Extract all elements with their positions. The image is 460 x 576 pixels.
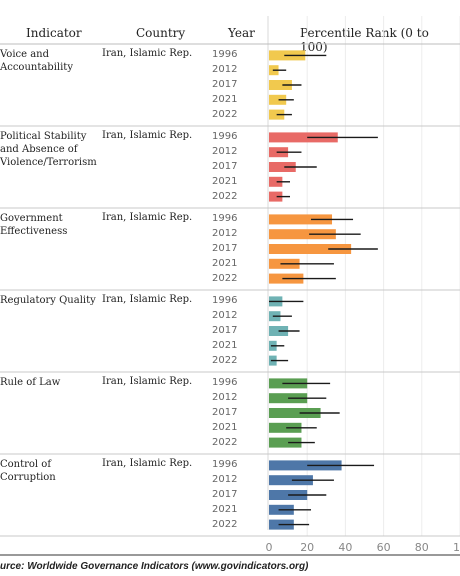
year-label: 2021 xyxy=(212,339,238,351)
year-label: 2022 xyxy=(212,518,238,530)
rank-bar xyxy=(269,176,283,187)
rank-bar xyxy=(269,408,321,418)
indicator-label: Control of Corruption xyxy=(0,459,56,483)
year-label: 2017 xyxy=(212,243,238,254)
country-label: Iran, Islamic Rep. xyxy=(102,48,193,59)
source-note: urce: Worldwide Governance Indicators (w… xyxy=(0,561,309,572)
indicator-label: Government Effectiveness xyxy=(0,213,68,237)
country-label: Iran, Islamic Rep. xyxy=(102,212,193,223)
x-tick-label: 60 xyxy=(377,541,391,554)
year-label: 2021 xyxy=(212,257,238,269)
year-label: 1996 xyxy=(212,459,238,471)
year-label: 1996 xyxy=(212,131,238,143)
rank-bar xyxy=(269,80,292,90)
rank-bar xyxy=(269,475,313,486)
year-label: 2017 xyxy=(212,79,238,90)
country-label: Iran, Islamic Rep. xyxy=(102,130,193,141)
rank-bar xyxy=(269,94,287,105)
year-label: 2021 xyxy=(212,503,238,515)
x-tick-label: 80 xyxy=(415,541,429,554)
year-label: 2022 xyxy=(212,354,238,366)
year-label: 2012 xyxy=(212,392,238,404)
country-label: Iran, Islamic Rep. xyxy=(102,294,193,305)
x-tick-label: 20 xyxy=(300,541,314,554)
year-label: 2017 xyxy=(212,489,238,500)
indicator-column-header: Indicator xyxy=(26,26,82,40)
rank-bar xyxy=(269,229,336,240)
country-label: Iran, Islamic Rep. xyxy=(102,458,193,469)
year-label: 2021 xyxy=(212,421,238,433)
rank-bar xyxy=(269,460,342,471)
country-column-header: Country xyxy=(136,26,186,40)
year-label: 1996 xyxy=(212,295,238,307)
x-tick-label: 10 xyxy=(453,541,460,554)
rank-bar xyxy=(269,214,333,225)
x-tick-label: 40 xyxy=(338,541,352,554)
year-label: 2012 xyxy=(212,310,238,322)
indicator-label: Rule of Law xyxy=(0,377,61,388)
country-label: Iran, Islamic Rep. xyxy=(102,376,193,387)
year-label: 1996 xyxy=(212,213,238,225)
rank-bar xyxy=(269,162,296,172)
year-label: 2012 xyxy=(212,64,238,76)
year-label: 2021 xyxy=(212,175,238,187)
rank-bar xyxy=(269,244,352,254)
year-label: 2012 xyxy=(212,228,238,240)
year-label: 2017 xyxy=(212,407,238,418)
indicator-label: Political Stability and Absence of Viole… xyxy=(0,131,97,168)
rank-bar xyxy=(269,191,283,202)
year-label: 2022 xyxy=(212,272,238,284)
rank-bar xyxy=(269,132,338,143)
year-label: 2022 xyxy=(212,108,238,120)
year-label: 2012 xyxy=(212,146,238,158)
year-label: 2017 xyxy=(212,161,238,172)
x-tick-label: 0 xyxy=(266,541,273,554)
year-label: 2017 xyxy=(212,325,238,336)
year-label: 1996 xyxy=(212,377,238,389)
year-label: 2012 xyxy=(212,474,238,486)
year-label: 2021 xyxy=(212,93,238,105)
year-label: 1996 xyxy=(212,49,238,61)
indicator-label: Regulatory Quality xyxy=(0,295,96,306)
year-label: 2022 xyxy=(212,190,238,202)
indicator-label: Voice and Accountability xyxy=(0,49,73,73)
year-label: 2022 xyxy=(212,436,238,448)
rank-bar xyxy=(269,437,302,448)
rank-bar xyxy=(269,422,302,433)
year-column-header: Year xyxy=(228,26,255,40)
